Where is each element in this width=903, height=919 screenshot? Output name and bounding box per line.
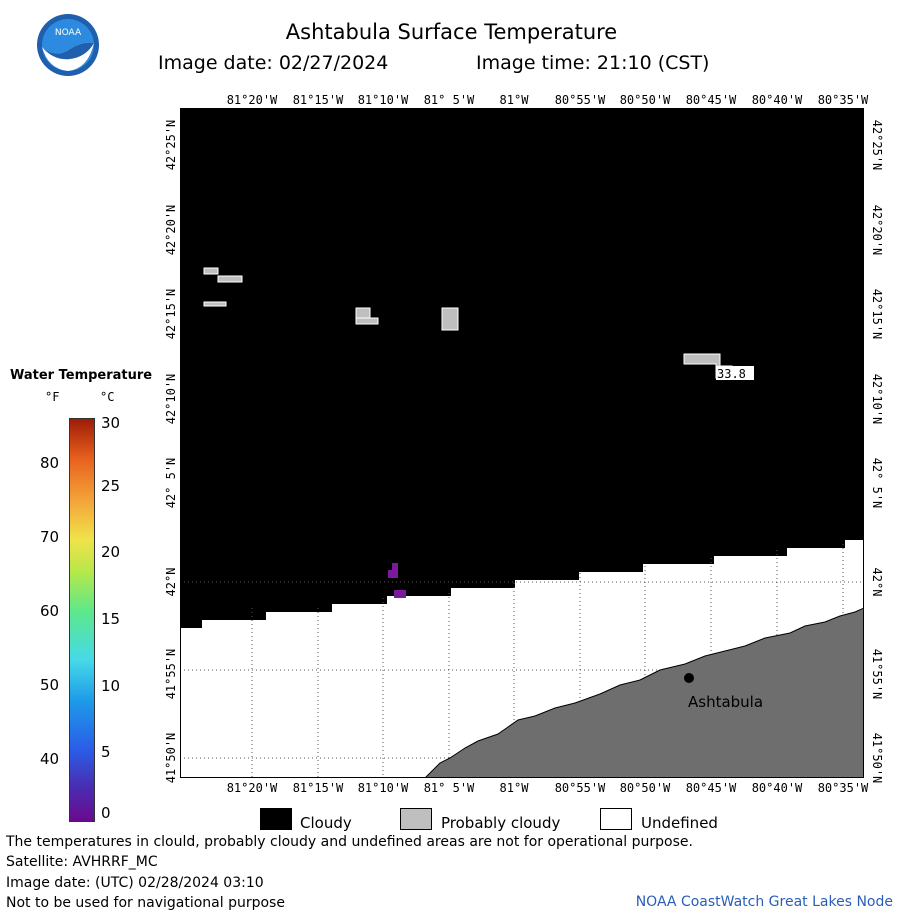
lon-label-top: 81°20'W [226,93,278,107]
land-area [424,607,864,778]
lat-label-left: 42°N [164,567,178,597]
c-tick: 0 [101,804,111,822]
city-marker [684,673,694,683]
lat-label-right: 41°55'N [870,648,884,700]
lon-label-top: 80°50'W [619,93,671,107]
logo-text: NOAA [55,28,82,38]
lat-label-left: 42° 5'N [164,457,178,509]
disclaimer-note: The temperatures in clould, probably clo… [6,834,693,850]
unit-fahrenheit: °F [45,390,60,404]
cloudy-label: Cloudy [300,814,352,832]
lat-label-right: 42°N [870,567,884,597]
sample-value-box [716,366,754,380]
lon-label-bottom: 80°40'W [751,781,803,795]
lat-label-left: 42°25'N [164,119,178,171]
lon-label-bottom: 81°10'W [357,781,409,795]
lat-label-left: 42°15'N [164,288,178,340]
water-temp-pixels [388,563,406,598]
f-tick: 80 [40,454,60,472]
lon-label-bottom: 80°55'W [554,781,606,795]
lat-label-right: 42° 5'N [870,457,884,509]
f-tick: 60 [40,602,60,620]
page-title: Ashtabula Surface Temperature [285,20,618,44]
utc-date-label: Image date: (UTC) 02/28/2024 03:10 [6,875,264,891]
lon-label-bottom: 80°35'W [817,781,869,795]
lon-label-top: 81° 5'W [423,93,475,107]
lat-label-right: 41°50'N [870,732,884,784]
lon-label-bottom: 80°45'W [685,781,737,795]
image-date-label: Image date: 02/27/2024 [158,52,389,74]
lat-label-right: 42°15'N [870,288,884,340]
sample-value: 33.8 [717,367,746,381]
cloudy-swatch [260,808,292,830]
lat-label-right: 42°10'N [870,373,884,425]
map-frame [180,108,864,778]
city-label: Ashtabula [688,693,763,711]
lon-label-top: 80°45'W [685,93,737,107]
navigation-warning: Not to be used for navigational purpose [6,895,285,911]
lat-label-left: 41°55'N [164,648,178,700]
lat-label-left: 42°10'N [164,373,178,425]
cloudy-area [180,108,864,628]
lon-label-top: 80°35'W [817,93,869,107]
c-tick: 20 [101,543,121,561]
lat-label-left: 42°20'N [164,204,178,256]
c-tick: 25 [101,477,121,495]
lat-label-right: 42°25'N [870,119,884,171]
lon-label-bottom: 81°W [499,781,529,795]
lon-label-bottom: 81°15'W [292,781,344,795]
probably-cloudy-swatch [400,808,432,830]
lon-label-bottom: 81°20'W [226,781,278,795]
noaa-logo: NOAA [37,14,99,76]
probably-cloudy-label: Probably cloudy [441,814,561,832]
undefined-label: Undefined [641,814,718,832]
credit-label: NOAA CoastWatch Great Lakes Node [635,894,893,910]
lon-label-top: 81°10'W [357,93,409,107]
c-tick: 30 [101,414,121,432]
lon-label-top: 81°15'W [292,93,344,107]
legend-title: Water Temperature [10,368,153,383]
c-tick: 15 [101,610,121,628]
lon-label-top: 80°40'W [751,93,803,107]
unit-celsius: °C [100,390,115,404]
lon-label-bottom: 81° 5'W [423,781,475,795]
f-tick: 40 [40,750,60,768]
c-tick: 5 [101,743,111,761]
lat-label-left: 41°50'N [164,732,178,784]
lon-label-top: 80°55'W [554,93,606,107]
lon-label-top: 81°W [499,93,529,107]
lon-label-bottom: 80°50'W [619,781,671,795]
lat-label-right: 42°20'N [870,204,884,256]
c-tick: 10 [101,677,121,695]
color-scale-bar [69,418,95,822]
undefined-swatch [600,808,632,830]
temperature-map: 33.8 Ashtabula [180,108,864,778]
satellite-label: Satellite: AVHRRF_MC [6,854,158,870]
f-tick: 70 [40,528,60,546]
image-time-label: Image time: 21:10 (CST) [476,52,710,74]
f-tick: 50 [40,676,60,694]
